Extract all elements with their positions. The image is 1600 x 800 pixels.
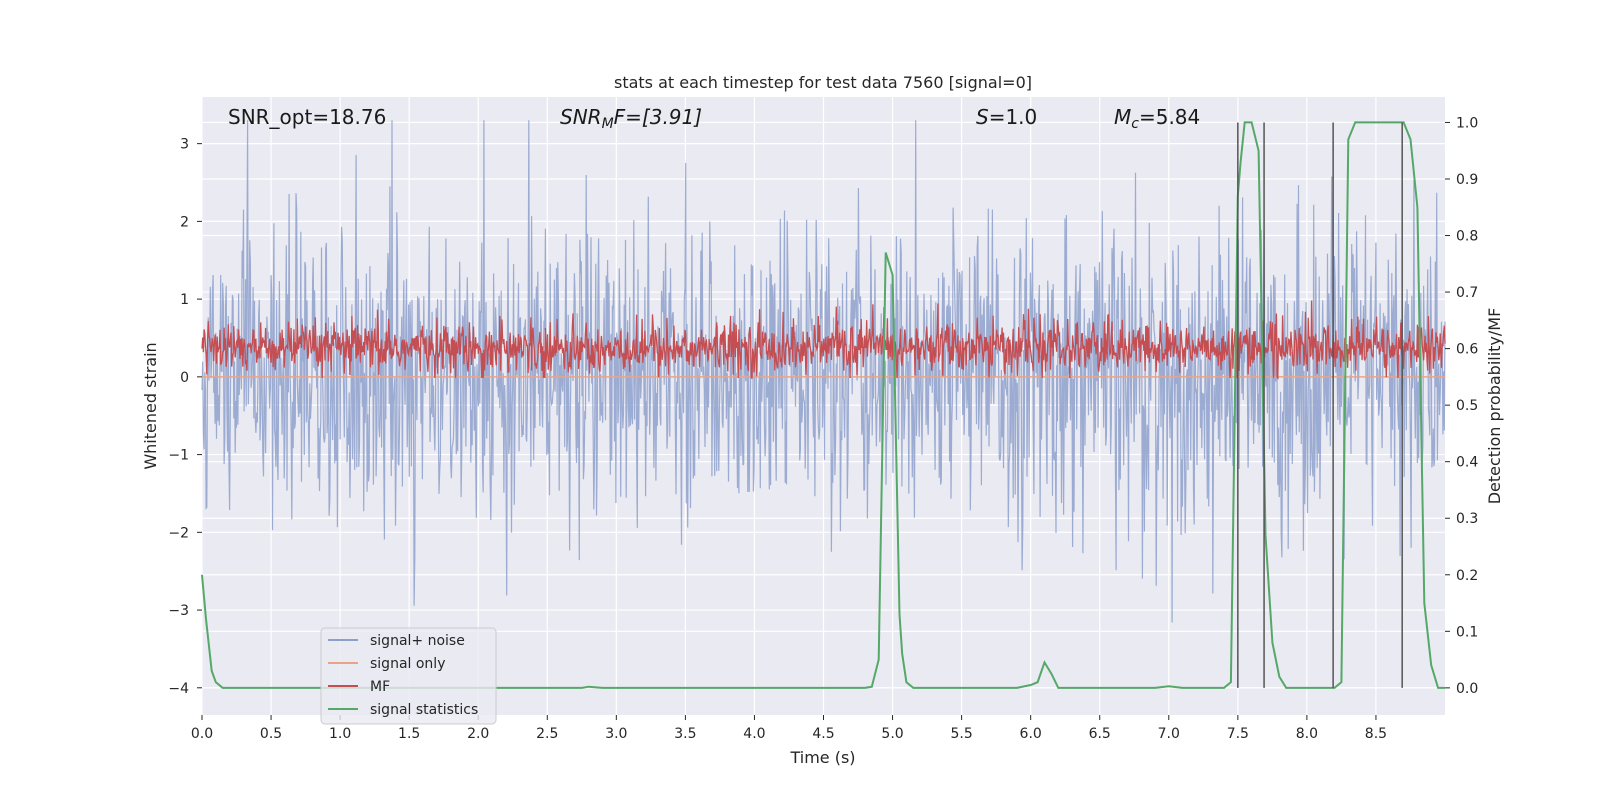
- x-tick-label-0: 0.0: [191, 726, 213, 742]
- series-signal-statistics: [201, 121, 1445, 689]
- y-right-tick-label-3: 0.3: [1456, 511, 1478, 527]
- x-tick-label-15: 7.5: [1227, 726, 1249, 742]
- x-tick-label-2: 1.0: [329, 726, 351, 742]
- mc-value: =5.84: [1139, 105, 1200, 129]
- x-tick-label-10: 5.0: [881, 726, 903, 742]
- legend: signal+ noise signal only MF signal stat…: [320, 627, 497, 725]
- x-tick-label-5: 2.5: [536, 726, 558, 742]
- chart-title: stats at each timestep for test data 756…: [614, 73, 1032, 92]
- mc-symbol: M: [1114, 105, 1131, 129]
- y-left-tick-label-0: −4: [168, 681, 189, 697]
- y-right-tick-label-10: 1.0: [1456, 115, 1478, 131]
- x-tick-label-1: 0.5: [260, 726, 282, 742]
- y-right-tick-label-9: 0.9: [1456, 172, 1478, 188]
- legend-label-signal-only: signal only: [370, 656, 445, 672]
- x-tick-label-3: 1.5: [398, 726, 420, 742]
- mc-subscript: c: [1131, 116, 1139, 132]
- x-tick-label-12: 6.0: [1020, 726, 1042, 742]
- snr-opt-annotation: SNR_opt=18.76: [228, 105, 386, 129]
- y-right-tick-label-6: 0.6: [1456, 342, 1478, 358]
- s-value: =1.0: [989, 105, 1038, 129]
- snr-mf-annotation: SNRMF=[3.91]: [560, 105, 702, 132]
- x-tick-label-6: 3.0: [605, 726, 627, 742]
- y-right-tick-label-7: 0.7: [1456, 285, 1478, 301]
- y-left-tick-label-3: −1: [168, 448, 189, 464]
- x-axis-label: Time (s): [789, 748, 855, 767]
- left-y-axis-ticks: −4 −3 −2 −1 0 1 2 3: [168, 137, 202, 697]
- left-y-axis-label: Whitened strain: [141, 342, 160, 469]
- y-left-tick-label-5: 1: [180, 292, 189, 308]
- legend-frame: [320, 627, 497, 725]
- x-tick-label-17: 8.5: [1365, 726, 1387, 742]
- y-right-tick-label-0: 0.0: [1456, 681, 1478, 697]
- s-symbol: S: [976, 105, 989, 129]
- y-left-tick-label-1: −3: [168, 603, 189, 619]
- x-tick-label-11: 5.5: [950, 726, 972, 742]
- legend-label-signal-statistics: signal statistics: [370, 702, 478, 718]
- right-y-axis-label: Detection probability/MF: [1485, 308, 1504, 505]
- y-left-tick-label-2: −2: [168, 525, 189, 541]
- legend-label-mf: MF: [370, 679, 390, 695]
- x-tick-label-8: 4.0: [743, 726, 765, 742]
- x-tick-label-9: 4.5: [812, 726, 834, 742]
- x-tick-label-14: 7.0: [1158, 726, 1180, 742]
- legend-label-signal-noise: signal+ noise: [370, 633, 465, 649]
- y-left-tick-label-7: 3: [180, 137, 189, 153]
- x-tick-label-7: 3.5: [674, 726, 696, 742]
- y-left-tick-label-6: 2: [180, 214, 189, 230]
- y-right-tick-label-2: 0.2: [1456, 568, 1478, 584]
- y-left-tick-label-4: 0: [180, 370, 189, 386]
- y-right-tick-label-5: 0.5: [1456, 398, 1478, 414]
- x-tick-label-4: 2.0: [467, 726, 489, 742]
- x-axis-ticks: 0.0 0.5 1.0 1.5 2.0 2.5 3.0 3.5 4.0 4.5 5.0 5.5 6.0 6…: [191, 715, 1387, 742]
- right-y-axis-ticks: 0.0 0.1 0.2 0.3 0.4 0.5 0.6 0.7 0.8 0.9 1.0: [1445, 115, 1478, 697]
- mc-annotation: Mc=5.84: [1114, 105, 1200, 132]
- y-right-tick-label-4: 0.4: [1456, 455, 1478, 471]
- vertical-markers: [1237, 122, 1403, 688]
- snr-mf-symbol: SNR: [560, 105, 602, 129]
- snr-mf-subscript: M: [602, 116, 614, 132]
- y-right-tick-label-1: 0.1: [1456, 624, 1478, 640]
- s-annotation: S=1.0: [976, 105, 1037, 129]
- y-right-tick-label-8: 0.8: [1456, 229, 1478, 245]
- x-tick-label-16: 8.0: [1296, 726, 1318, 742]
- snr-mf-value: F=[3.91]: [614, 105, 702, 129]
- x-tick-label-13: 6.5: [1089, 726, 1111, 742]
